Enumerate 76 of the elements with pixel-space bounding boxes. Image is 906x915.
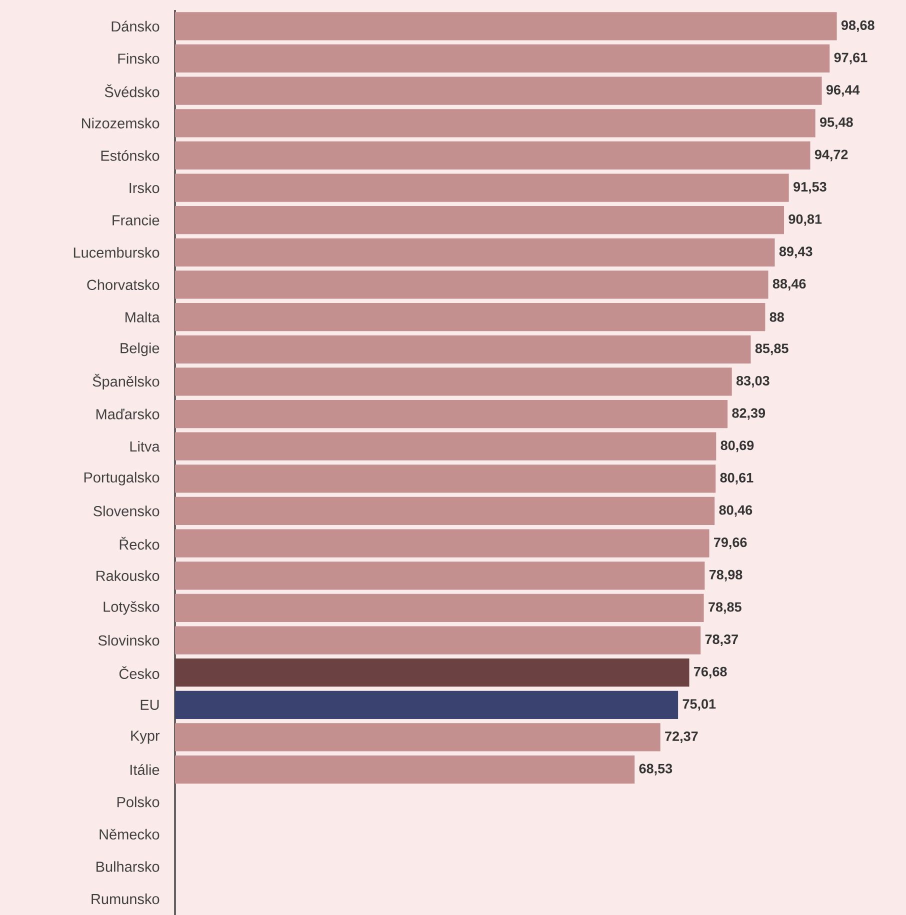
y-tick-label: Bulharsko [96,861,160,872]
bar [175,238,775,266]
bar [175,594,704,622]
y-tick-label: Itálie [130,764,160,775]
bar [175,690,678,719]
bar [175,174,789,202]
bar [175,496,715,526]
data-label: 97,61 [834,52,868,64]
y-tick-label: Švédsko [104,84,160,98]
data-label: 96,44 [826,85,860,97]
data-label: 98,68 [841,20,874,32]
y-tick-label: Finsko [118,53,160,64]
data-label: 78,98 [709,570,742,582]
data-label: 83,03 [736,376,770,388]
bar [175,432,716,460]
bar [175,562,705,590]
data-label: 89,43 [779,246,812,258]
bar [175,400,728,428]
data-label: 90,81 [788,214,822,226]
y-tick-label: Španělsko [92,374,160,390]
bar [175,109,816,138]
data-label: 82,39 [732,408,766,420]
bar [175,206,784,234]
data-label: 68,53 [639,764,672,776]
data-label: 80,69 [720,440,754,452]
y-tick-label: Kypr [131,730,160,744]
y-tick-label: Estónsko [101,150,160,161]
data-label: 91,53 [794,182,826,194]
y-tick-label: Maďarsko [96,408,160,420]
y-tick-label: Portugalsko [84,472,160,486]
bar [175,335,751,364]
data-label: 95,48 [820,117,853,129]
bar [175,141,810,170]
y-tick-label: Litva [130,441,160,452]
data-label: 88,46 [772,278,806,290]
data-label: 78,85 [708,602,742,614]
data-label: 78,37 [705,634,738,646]
y-tick-label: Francie [112,214,160,226]
bar [175,302,766,332]
y-tick-label: Česko [119,666,160,680]
data-label: 72,37 [665,731,698,743]
y-tick-label: Malta [126,312,160,322]
bar [175,270,768,299]
bar [175,44,830,73]
y-tick-label: Nizozemsko [82,118,160,128]
y-tick-label: Řecko [120,536,160,550]
bar [175,626,701,654]
bar [175,368,732,396]
data-label: 94,72 [814,150,848,162]
y-tick-label: Rumunsko [92,894,160,904]
data-label: 79,66 [714,538,747,550]
y-tick-label: Belgie [120,342,160,356]
data-label: 75,01 [682,699,716,711]
y-tick-label: Lotyšsko [104,601,160,615]
bar [175,658,690,687]
y-tick-label: Irsko [130,182,160,194]
y-tick-label: Německo [100,828,160,840]
y-tick-label: Rakousko [96,570,160,581]
y-tick-label: Lucembursko [74,247,160,258]
bar [175,12,837,40]
bar [175,76,822,105]
bar [175,464,716,493]
y-tick-label: Chorvatsko [87,279,160,290]
data-label: 85,85 [755,344,788,356]
data-label: 88 [770,312,784,322]
bar [175,529,710,558]
y-tick-label: Slovensko [94,506,160,516]
bar [175,756,635,784]
data-label: 76,68 [694,666,727,678]
y-tick-label: EU [140,700,159,710]
data-label: 80,61 [720,472,754,484]
bar [175,723,660,752]
y-tick-label: Slovinsko [98,634,160,646]
y-tick-label: Dánsko [112,20,160,32]
y-tick-label: Polsko [117,796,160,808]
data-label: 80,46 [719,505,752,517]
